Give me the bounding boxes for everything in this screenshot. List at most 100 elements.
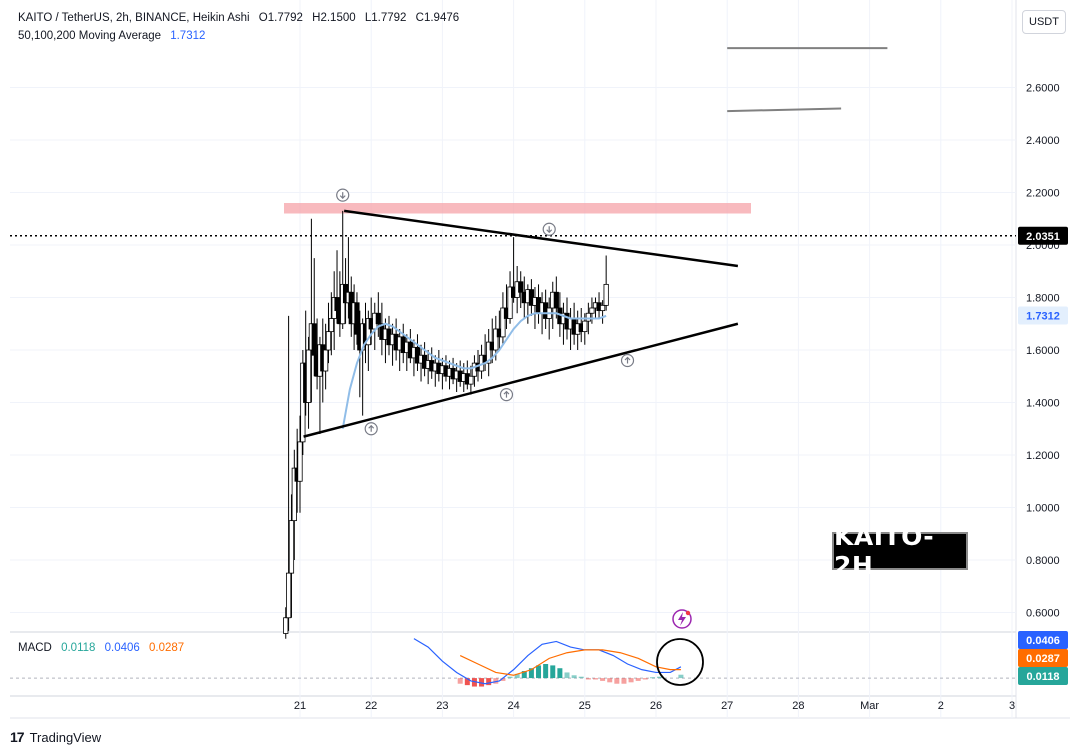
macd-histogram-bar xyxy=(564,672,570,679)
candle xyxy=(340,210,346,329)
time-tick-label: 28 xyxy=(792,700,804,712)
candle xyxy=(291,449,297,560)
price-tick-label: 1.6000 xyxy=(1026,345,1060,357)
macd-histogram-bar xyxy=(486,678,492,686)
time-axis[interactable]: 21 22 23 24 25 26 27 28 Mar 2 3 xyxy=(294,700,1015,712)
time-tick-label: 23 xyxy=(436,700,448,712)
candle xyxy=(323,323,329,390)
signal-value-badge: 0.0287 xyxy=(1018,649,1068,667)
price-tick-label: 1.2000 xyxy=(1026,450,1060,462)
symbol-legend[interactable]: KAITO / TetherUS, 2h, BINANCE, Heikin As… xyxy=(18,12,465,24)
price-tick-label: 0.8000 xyxy=(1026,555,1060,567)
macd-histogram-bar xyxy=(536,665,542,679)
macd-label: MACD xyxy=(18,642,52,654)
time-tick-label: 21 xyxy=(294,700,306,712)
macd-histogram-bar xyxy=(621,678,627,684)
candle xyxy=(334,250,340,324)
macd-signal-value: 0.0287 xyxy=(149,642,185,654)
price-tick-label: 1.4000 xyxy=(1026,398,1060,410)
watermark-label: KAITO-2H xyxy=(832,522,968,580)
ascending-support-trendline[interactable] xyxy=(303,322,739,438)
time-tick-label: Mar xyxy=(860,700,879,712)
price-axis[interactable]: 0.6000 0.8000 1.0000 1.2000 1.4000 1.6000 1.80… xyxy=(1026,83,1060,620)
time-tick-label: 2 xyxy=(938,700,944,712)
candle xyxy=(288,494,295,618)
macd-hist-value: 0.0118 xyxy=(61,642,96,654)
tradingview-logo-icon: 17 xyxy=(10,729,25,745)
macd-histogram-bar xyxy=(649,677,655,679)
currency-button[interactable]: USDT xyxy=(1022,10,1066,34)
candle xyxy=(600,300,606,324)
macd-histogram-bar xyxy=(571,675,577,679)
descending-resistance-trendline[interactable] xyxy=(343,209,739,268)
macd-histogram-bar xyxy=(550,665,556,679)
candle xyxy=(297,415,303,513)
macd-histogram-bar xyxy=(528,668,534,679)
grid-lines xyxy=(10,0,1016,718)
price-tick-label: 0.6000 xyxy=(1026,608,1060,620)
ma-price-badge: 1.7312 xyxy=(1018,306,1068,325)
arrow-down-icon xyxy=(336,188,350,202)
macd-cross-highlight-circle xyxy=(656,638,704,686)
arrow-up-icon xyxy=(620,353,635,368)
macd-histogram-bar xyxy=(585,678,591,680)
candle xyxy=(354,292,360,345)
tradingview-brand-text: TradingView xyxy=(29,729,102,745)
macd-histogram-bar xyxy=(507,676,513,679)
price-tick-label: 1.0000 xyxy=(1026,503,1060,515)
macd-histogram-bar xyxy=(514,673,520,679)
time-tick-label: 25 xyxy=(579,700,591,712)
arrow-up-icon xyxy=(499,388,514,402)
candle xyxy=(553,276,559,319)
svg-text:0.0406: 0.0406 xyxy=(1026,635,1060,647)
macd-value-badge: 0.0406 xyxy=(1018,631,1068,649)
arrow-up-icon xyxy=(364,422,378,436)
svg-text:1.7312: 1.7312 xyxy=(1026,311,1060,323)
candle xyxy=(283,607,289,639)
arrow-markers xyxy=(336,188,635,436)
macd-histogram-bar xyxy=(628,678,634,683)
candle xyxy=(375,292,381,337)
candle xyxy=(414,334,421,371)
macd-pane xyxy=(10,638,1016,687)
macd-histogram-bar xyxy=(678,674,684,679)
macd-histogram-bar xyxy=(600,678,606,681)
candle xyxy=(328,292,334,356)
macd-histogram-bar xyxy=(521,671,527,679)
ma-legend[interactable]: 50,100,200 Moving Average 1.7312 xyxy=(18,30,211,42)
time-tick-label: 26 xyxy=(650,700,662,712)
macd-histogram-bar xyxy=(614,678,620,684)
macd-legend[interactable]: MACD 0.0118 0.0406 0.0287 xyxy=(18,642,190,654)
price-tick-label: 2.6000 xyxy=(1026,83,1060,95)
svg-text:2.0351: 2.0351 xyxy=(1026,231,1060,243)
candle xyxy=(507,271,513,324)
macd-histogram-bar xyxy=(457,678,463,684)
macd-histogram-bar xyxy=(657,676,663,679)
time-tick-label: 27 xyxy=(721,700,733,712)
candle xyxy=(464,360,470,390)
candle xyxy=(421,342,428,377)
candle xyxy=(603,255,609,311)
macd-histogram-bar xyxy=(471,678,477,687)
ohlc-close: C1.9476 xyxy=(415,12,460,24)
price-tick-label: 2.4000 xyxy=(1026,135,1060,147)
tradingview-logo[interactable]: 17 TradingView xyxy=(10,729,101,745)
macd-histogram-bar xyxy=(607,678,613,683)
candle xyxy=(305,336,312,429)
arrow-down-icon xyxy=(542,222,556,236)
macd-signal-line xyxy=(459,649,681,676)
price-badges: 2.0351 1.7312 0.0406 0.0287 0.0118 xyxy=(1018,226,1068,685)
trendlines-group[interactable] xyxy=(303,47,888,438)
candle xyxy=(372,302,378,350)
candle xyxy=(365,310,371,371)
macd-histogram-bar xyxy=(592,678,598,680)
price-tick-label: 2.2000 xyxy=(1026,188,1060,200)
candle xyxy=(486,329,492,377)
moving-average-group xyxy=(341,312,607,429)
macd-histogram-bar xyxy=(642,678,648,680)
lightning-icon[interactable] xyxy=(672,609,692,629)
last-price-badge: 2.0351 xyxy=(1018,226,1068,245)
target-projection-line[interactable] xyxy=(727,107,842,113)
candles-group xyxy=(283,210,609,639)
